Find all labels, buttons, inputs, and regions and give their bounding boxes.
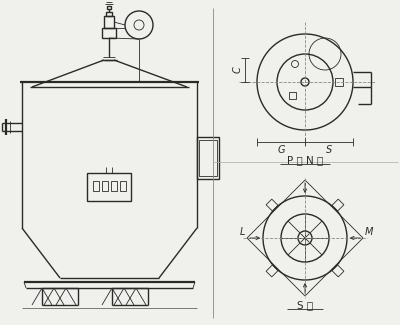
Bar <box>197 137 219 179</box>
Text: G: G <box>277 145 285 155</box>
Text: S 旋: S 旋 <box>297 300 313 310</box>
Bar <box>87 173 131 201</box>
Text: C: C <box>233 67 243 73</box>
Text: P 型 N 旋: P 型 N 旋 <box>287 155 323 165</box>
Bar <box>106 12 112 16</box>
Bar <box>102 28 116 38</box>
Bar <box>111 181 117 191</box>
Bar <box>120 181 126 191</box>
Bar <box>335 78 343 86</box>
Text: L: L <box>240 227 245 237</box>
Text: M: M <box>365 227 373 237</box>
Bar <box>107 6 111 9</box>
Text: S: S <box>326 145 332 155</box>
Bar <box>102 181 108 191</box>
Bar <box>199 140 217 176</box>
Bar <box>104 16 114 28</box>
Bar <box>93 181 99 191</box>
